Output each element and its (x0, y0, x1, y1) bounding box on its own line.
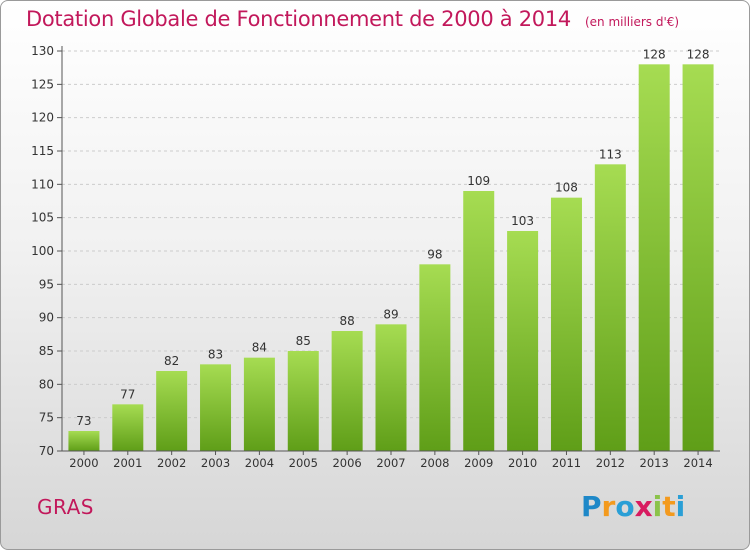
x-tick-label: 2011 (552, 456, 581, 470)
y-tick-label: 105 (31, 211, 54, 225)
bar (507, 231, 539, 451)
bar-value-label: 103 (511, 214, 534, 228)
y-tick-label: 125 (31, 77, 54, 91)
y-tick-label: 70 (39, 444, 54, 458)
x-tick-label: 2009 (464, 456, 493, 470)
bar (331, 331, 363, 451)
bar-value-label: 128 (643, 47, 666, 61)
x-tick-label: 2002 (157, 456, 186, 470)
bar (419, 264, 451, 451)
chart-title: Dotation Globale de Fonctionnement de 20… (26, 7, 679, 31)
logo-letter: i (675, 490, 686, 523)
x-tick-label: 2000 (69, 456, 98, 470)
bar (463, 191, 495, 451)
bar-value-label: 83 (208, 347, 223, 361)
x-tick-label: 2008 (420, 456, 449, 470)
y-tick-label: 85 (39, 344, 54, 358)
y-tick-label: 130 (31, 44, 54, 58)
commune-name: GRAS (37, 495, 94, 519)
bar (243, 357, 275, 451)
bar-value-label: 98 (427, 247, 442, 261)
bar-value-label: 128 (687, 47, 710, 61)
bar (375, 324, 407, 451)
x-tick-label: 2012 (596, 456, 625, 470)
x-tick-label: 2004 (245, 456, 274, 470)
logo-letter: i (652, 490, 663, 523)
logo-letter: o (615, 490, 635, 523)
bar (68, 431, 100, 451)
bar-value-label: 108 (555, 181, 578, 195)
bar (594, 164, 626, 452)
bar-value-label: 113 (599, 147, 622, 161)
y-tick-label: 110 (31, 177, 54, 191)
bar-value-label: 109 (467, 174, 490, 188)
x-tick-label: 2006 (332, 456, 361, 470)
y-tick-label: 80 (39, 377, 54, 391)
bar-value-label: 88 (339, 314, 354, 328)
chart-title-unit: (en milliers d'€) (584, 15, 680, 29)
x-tick-label: 2005 (289, 456, 318, 470)
bar-value-label: 84 (252, 341, 267, 355)
y-tick-label: 75 (39, 411, 54, 425)
x-tick-label: 2001 (113, 456, 142, 470)
x-tick-label: 2007 (376, 456, 405, 470)
logo-letter: x (634, 490, 653, 523)
bar (682, 64, 714, 452)
bar (112, 404, 144, 451)
x-tick-label: 2013 (640, 456, 669, 470)
bar (550, 197, 582, 451)
y-tick-label: 115 (31, 144, 54, 158)
bar-value-label: 89 (383, 307, 398, 321)
bar (638, 64, 670, 452)
bar (156, 371, 188, 451)
y-tick-label: 90 (39, 311, 54, 325)
bar-value-label: 77 (120, 387, 135, 401)
chart-title-main: Dotation Globale de Fonctionnement de 20… (26, 7, 571, 31)
bar (287, 351, 319, 451)
logo-letter: P (581, 490, 602, 523)
logo-letter: t (662, 490, 676, 523)
logo-letter: r (601, 490, 616, 523)
proxiti-logo: Proxiti (581, 490, 685, 523)
y-tick-label: 95 (39, 277, 54, 291)
bar-value-label: 73 (76, 414, 91, 428)
y-tick-label: 120 (31, 111, 54, 125)
bar-value-label: 85 (296, 334, 311, 348)
x-tick-label: 2014 (683, 456, 712, 470)
x-tick-label: 2010 (508, 456, 537, 470)
bar (200, 364, 232, 451)
bar-value-label: 82 (164, 354, 179, 368)
x-tick-label: 2003 (201, 456, 230, 470)
y-tick-label: 100 (31, 244, 54, 258)
